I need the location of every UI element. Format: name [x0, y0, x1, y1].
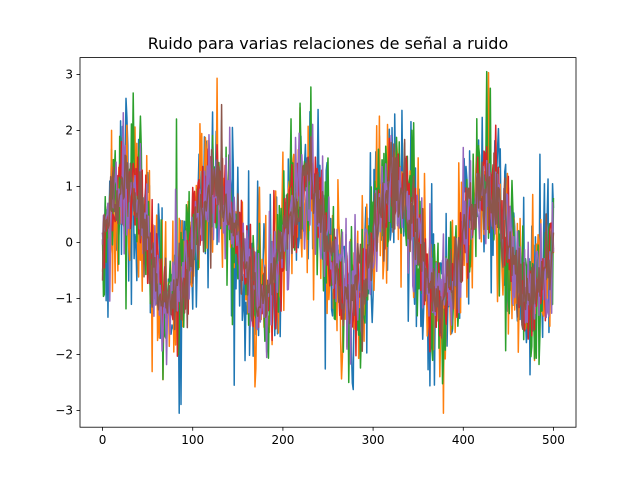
y-tick-label: −1	[55, 292, 73, 306]
x-tick-label: 400	[452, 433, 475, 447]
y-axis: −3 −2 −1 0 1 2 3	[55, 68, 80, 418]
y-tick-label: 3	[65, 68, 73, 82]
series-line-6	[101, 103, 555, 353]
x-axis: 0 100 200 300 400 500	[99, 427, 565, 447]
y-tick-label: 1	[65, 180, 73, 194]
y-tick-label: 0	[65, 236, 73, 250]
series-layer	[101, 70, 555, 414]
series-line-5	[101, 111, 555, 366]
x-tick-label: 0	[99, 433, 107, 447]
y-tick-label: 2	[65, 124, 73, 138]
x-tick-label: 200	[271, 433, 294, 447]
x-tick-label: 300	[362, 433, 385, 447]
x-tick-label: 100	[181, 433, 204, 447]
y-tick-label: −2	[55, 348, 73, 362]
x-tick-label: 500	[542, 433, 565, 447]
chart-title: Ruido para varias relaciones de señal a …	[148, 34, 508, 53]
y-tick-label: −3	[55, 404, 73, 418]
